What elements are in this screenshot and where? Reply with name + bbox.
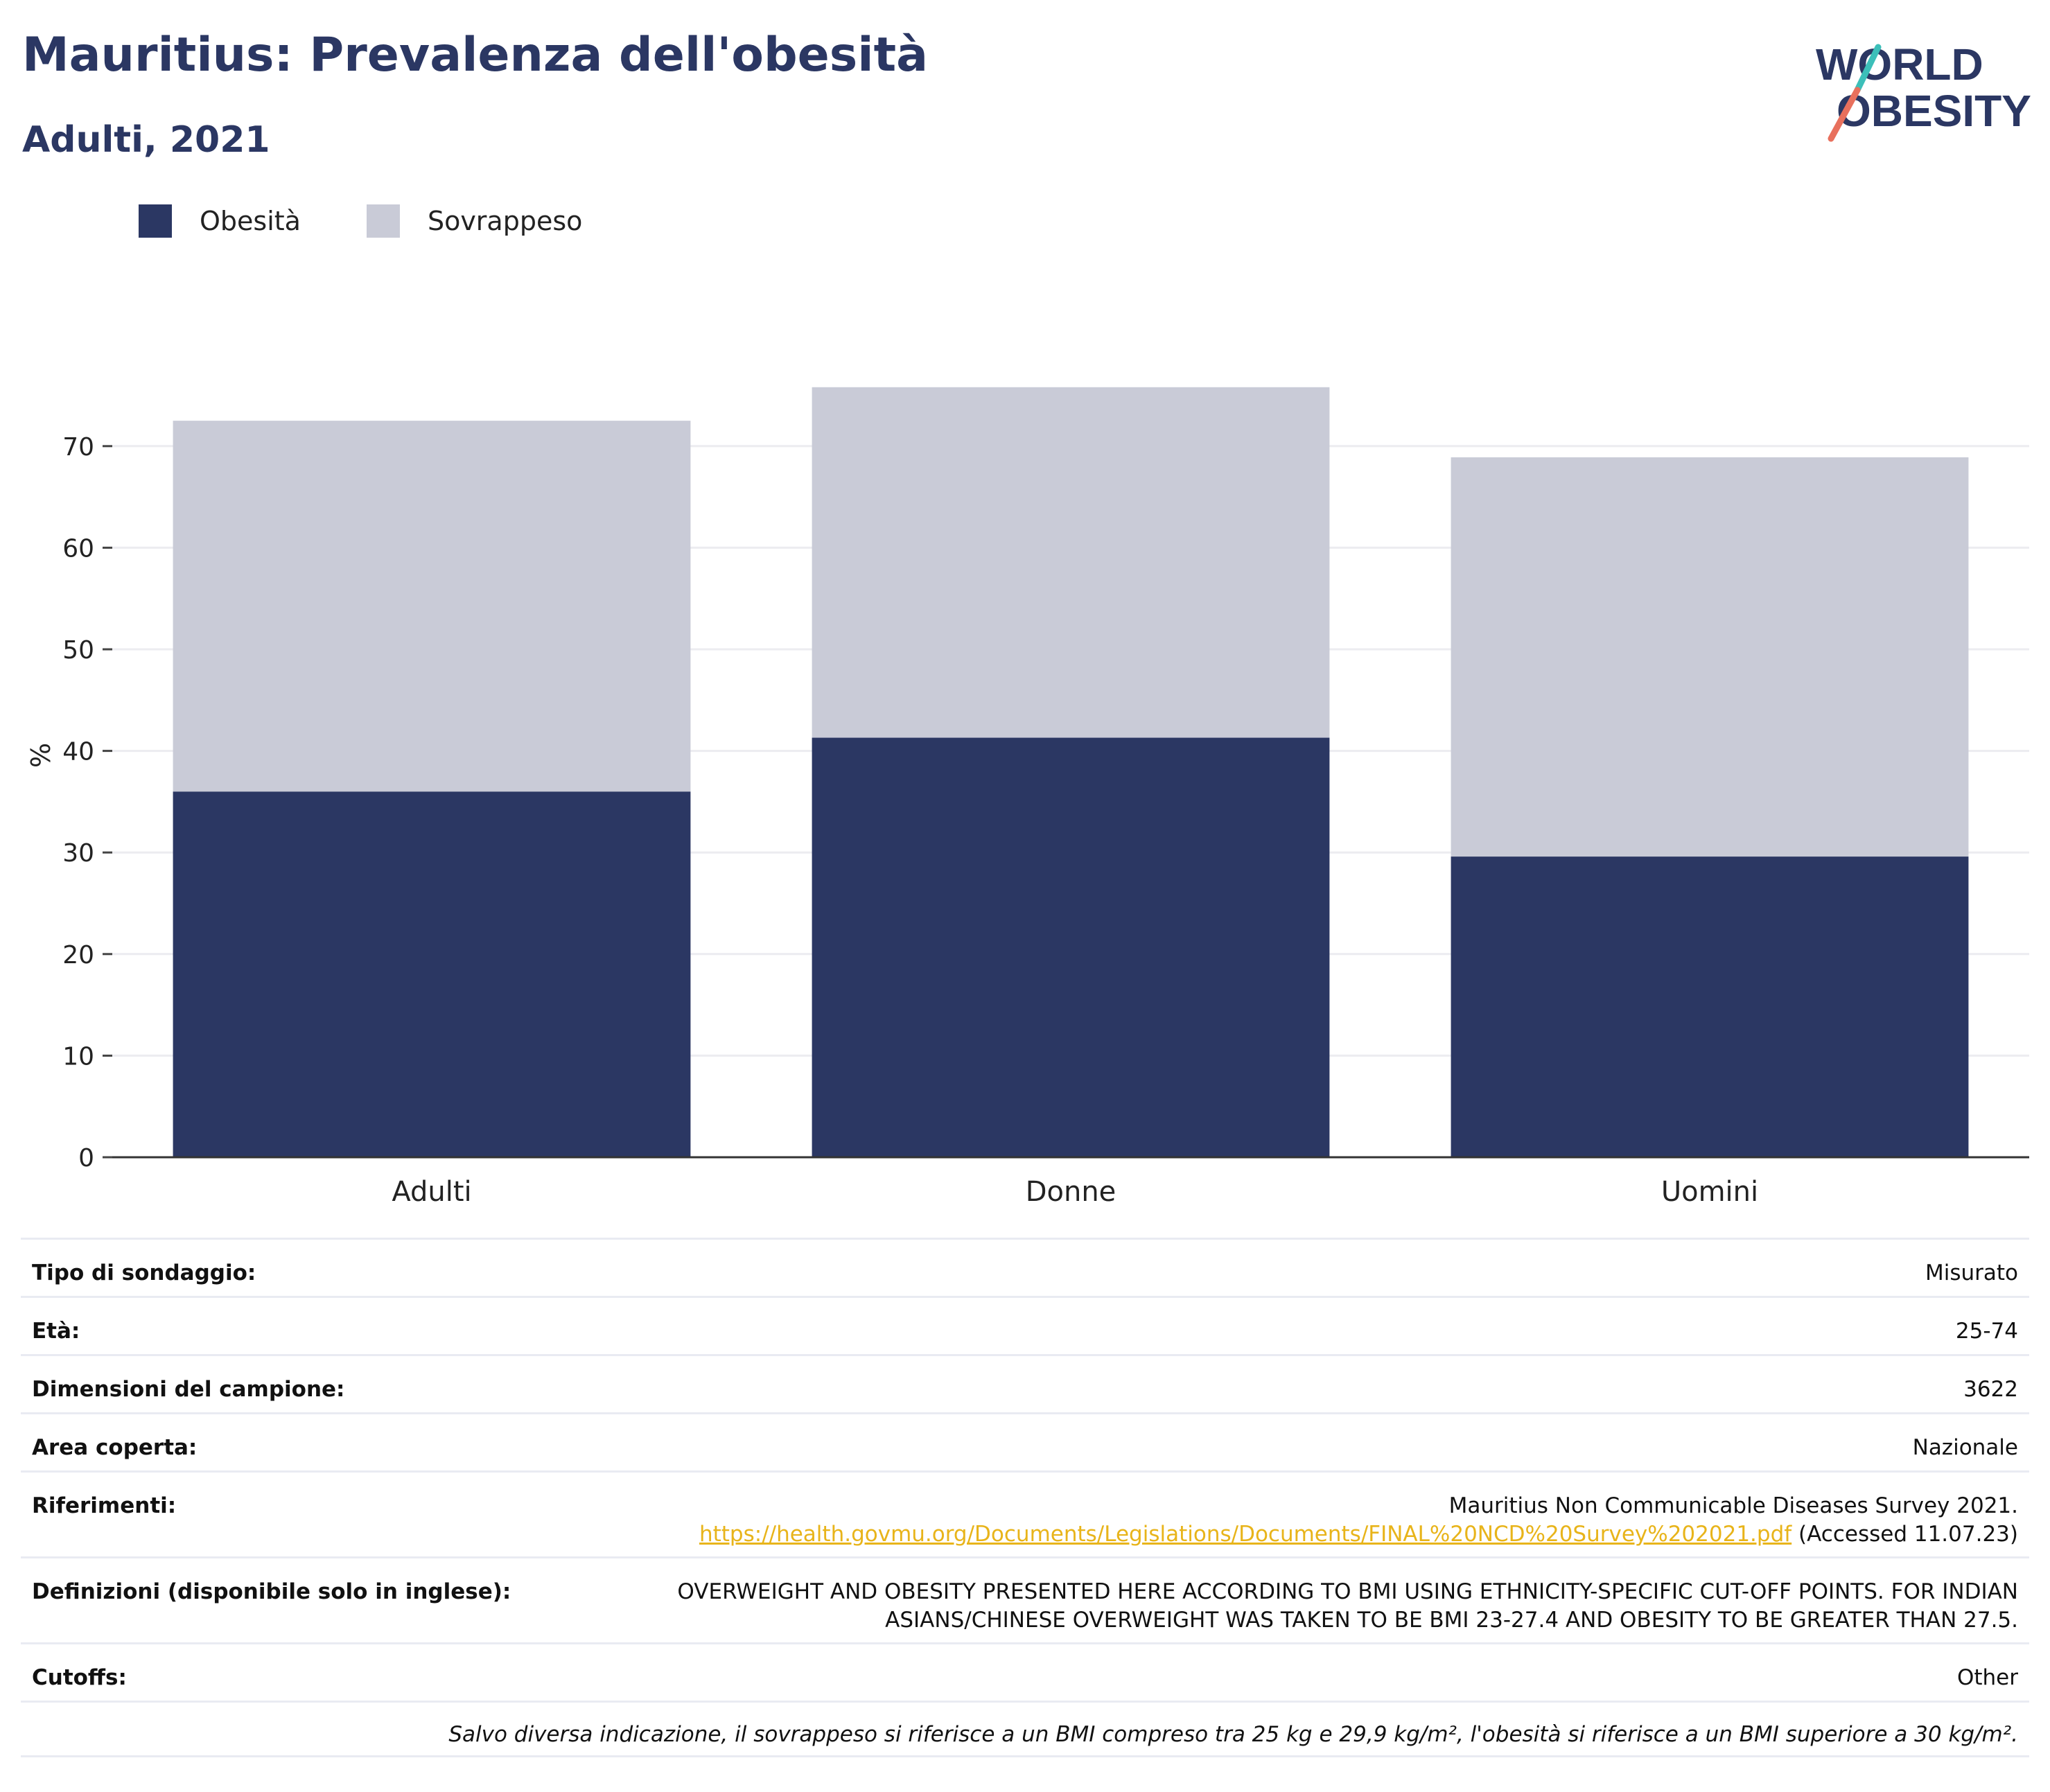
y-tick-label-10: 10 xyxy=(62,1042,94,1071)
survey-info-table: Tipo di sondaggio: Misurato Età: 25-74 D… xyxy=(21,1238,2029,1757)
bmi-footnote: Salvo diversa indicazione, il sovrappeso… xyxy=(21,1701,2029,1757)
stacked-bar-chart: % 0 10 20 30 40 50 60 70 Adulti Donne Uomini xyxy=(26,387,2029,1208)
bar-uomini-overweight xyxy=(1451,457,1969,857)
world-obesity-logo: WORLD OBESITY xyxy=(1816,39,2031,142)
info-row-survey-type: Tipo di sondaggio: Misurato xyxy=(21,1238,2029,1296)
definitions-value: OVERWEIGHT AND OBESITY PRESENTED HERE AC… xyxy=(677,1578,2018,1635)
x-tick-label-donne: Donne xyxy=(1026,1176,1116,1208)
logo-slash-teal xyxy=(1854,44,1882,94)
sample-size-label: Dimensioni del campione: xyxy=(32,1377,345,1402)
references-label: Riferimenti: xyxy=(32,1493,177,1518)
y-tick-label-50: 50 xyxy=(62,636,94,665)
legend-swatch-obesity xyxy=(139,204,172,238)
info-row-cutoffs: Cutoffs: Other xyxy=(21,1642,2029,1701)
chart-title: Mauritius: Prevalenza dell'obesità xyxy=(22,28,928,82)
chart-subtitle: Adulti, 2021 xyxy=(22,119,270,161)
bar-adulti-overweight xyxy=(173,421,691,792)
survey-type-value: Misurato xyxy=(1925,1260,2018,1285)
logo-word-world: WORLD xyxy=(1816,39,1983,89)
info-row-sample-size: Dimensioni del campione: 3622 xyxy=(21,1354,2029,1412)
legend-label-obesity: Obesità xyxy=(200,206,301,236)
y-tick-label-0: 0 xyxy=(78,1144,94,1172)
y-tick-label-30: 30 xyxy=(62,839,94,868)
cutoffs-label: Cutoffs: xyxy=(32,1665,127,1690)
age-value: 25-74 xyxy=(1955,1319,2018,1344)
info-row-age: Età: 25-74 xyxy=(21,1296,2029,1354)
chart-legend: Obesità Sovrappeso xyxy=(139,204,648,238)
legend-item-overweight[interactable]: Sovrappeso xyxy=(366,204,583,238)
logo-word-obesity: OBESITY xyxy=(1837,86,2031,136)
definitions-label: Definizioni (disponibile solo in inglese… xyxy=(32,1579,511,1604)
x-tick-label-adulti: Adulti xyxy=(392,1176,471,1208)
age-label: Età: xyxy=(32,1319,80,1344)
bar-adulti-obesity xyxy=(173,791,691,1157)
y-tick-label-20: 20 xyxy=(62,941,94,969)
references-text: Mauritius Non Communicable Diseases Surv… xyxy=(1448,1493,2018,1518)
area-label: Area coperta: xyxy=(32,1435,198,1460)
area-value: Nazionale xyxy=(1912,1435,2018,1460)
bar-uomini-obesity xyxy=(1451,857,1969,1157)
references-link[interactable]: https://health.govmu.org/Documents/Legis… xyxy=(699,1522,1792,1547)
legend-swatch-overweight xyxy=(366,204,400,238)
definitions-line-1: OVERWEIGHT AND OBESITY PRESENTED HERE AC… xyxy=(677,1579,2018,1604)
y-axis-label: % xyxy=(26,743,56,768)
cutoffs-value: Other xyxy=(1956,1665,2018,1690)
info-row-definitions: Definizioni (disponibile solo in inglese… xyxy=(21,1556,2029,1642)
y-tick-label-70: 70 xyxy=(62,433,94,462)
info-row-references: Riferimenti: Mauritius Non Communicable … xyxy=(21,1470,2029,1556)
definitions-line-2: ASIANS/CHINESE OVERWEIGHT WAS TAKEN TO B… xyxy=(885,1608,2018,1633)
y-tick-label-60: 60 xyxy=(62,534,94,563)
references-accessed: (Accessed 11.07.23) xyxy=(1798,1522,2018,1547)
y-tick-label-40: 40 xyxy=(62,738,94,766)
logo-slash-coral xyxy=(1828,87,1861,142)
bar-donne-obesity xyxy=(812,737,1330,1157)
survey-type-label: Tipo di sondaggio: xyxy=(32,1260,256,1285)
bar-donne-overweight xyxy=(812,387,1330,738)
sample-size-value: 3622 xyxy=(1963,1377,2018,1402)
info-row-area: Area coperta: Nazionale xyxy=(21,1412,2029,1470)
legend-label-overweight: Sovrappeso xyxy=(427,206,583,236)
references-value: Mauritius Non Communicable Diseases Surv… xyxy=(699,1492,2018,1549)
x-tick-label-uomini: Uomini xyxy=(1661,1176,1758,1208)
legend-item-obesity[interactable]: Obesità xyxy=(139,204,301,238)
